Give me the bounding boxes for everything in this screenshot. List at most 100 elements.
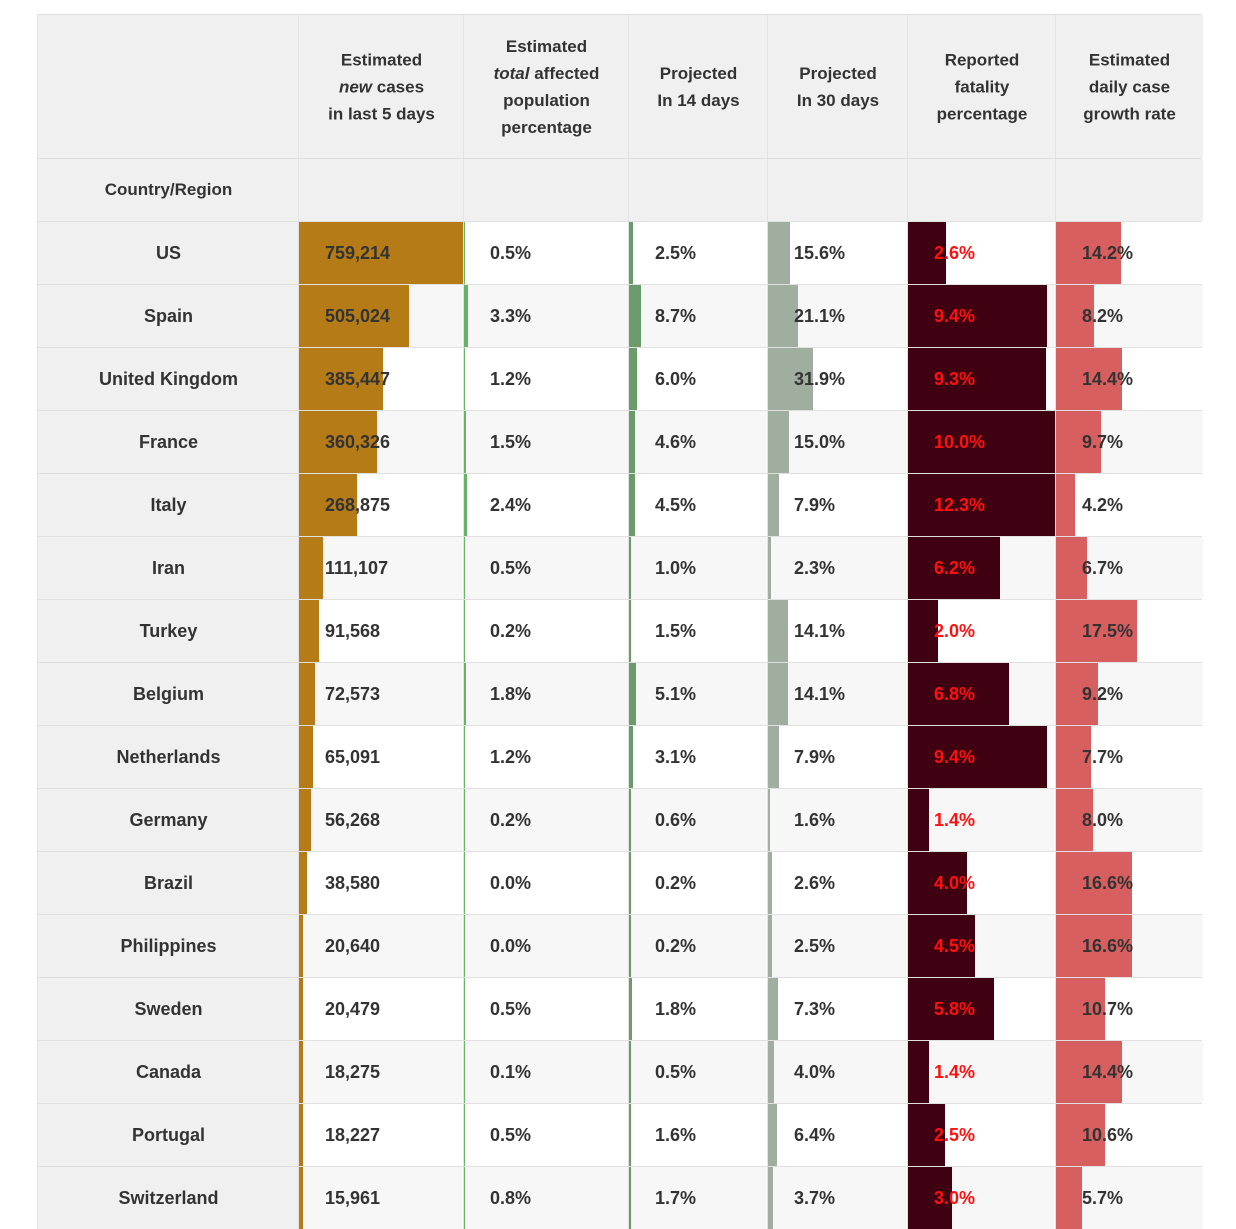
country-label: Canada bbox=[135, 1061, 202, 1082]
country-label: Iran bbox=[151, 557, 185, 578]
growth-bar bbox=[1056, 285, 1094, 347]
fatality-bar bbox=[908, 1167, 953, 1229]
country-label: Turkey bbox=[139, 620, 198, 641]
fatality-cell: 12.3% bbox=[907, 474, 1056, 536]
projected-30-cell: 14.1% bbox=[767, 663, 908, 725]
country-cell: Switzerland bbox=[37, 1167, 299, 1229]
new_cases-bar bbox=[299, 789, 312, 851]
projected-14-cell: 1.0% bbox=[628, 537, 768, 599]
header-country[interactable]: Country/Region bbox=[37, 159, 299, 221]
header-projected-30[interactable]: Projected In 30 days bbox=[767, 15, 908, 158]
growth-rate-cell: 5.7% bbox=[1055, 1167, 1203, 1229]
total-bar bbox=[464, 1167, 465, 1229]
fatality-cell: 6.2% bbox=[907, 537, 1056, 599]
total-bar bbox=[464, 411, 466, 473]
fatality-bar bbox=[908, 285, 1048, 347]
projected-14-cell: 0.2% bbox=[628, 852, 768, 914]
header-projected-14[interactable]: Projected In 14 days bbox=[628, 15, 768, 158]
growth-value: 8.2% bbox=[1082, 305, 1124, 326]
country-cell: Spain bbox=[37, 285, 299, 347]
p30-value: 21.1% bbox=[794, 305, 846, 326]
total-bar bbox=[464, 285, 468, 347]
total-value: 0.5% bbox=[490, 242, 532, 263]
new_cases-value: 505,024 bbox=[325, 305, 391, 326]
new_cases-value: 15,961 bbox=[325, 1187, 381, 1208]
country-cell: Portugal bbox=[37, 1104, 299, 1166]
projected-14-cell: 5.1% bbox=[628, 663, 768, 725]
p14-value: 0.2% bbox=[655, 872, 697, 893]
fatality-cell: 9.3% bbox=[907, 348, 1056, 410]
new_cases-bar bbox=[299, 411, 378, 473]
new_cases-bar bbox=[299, 600, 319, 662]
new_cases-value: 268,875 bbox=[325, 494, 391, 515]
total-affected-cell: 1.8% bbox=[463, 663, 629, 725]
country-projections-table: Estimated new cases in last 5 days Estim… bbox=[37, 14, 1203, 1229]
projected-30-cell: 2.5% bbox=[767, 915, 908, 977]
total-affected-cell: 3.3% bbox=[463, 285, 629, 347]
total-value: 0.5% bbox=[490, 557, 532, 578]
projected-30-cell: 1.6% bbox=[767, 789, 908, 851]
total-affected-cell: 1.2% bbox=[463, 726, 629, 788]
new_cases-value: 20,640 bbox=[325, 935, 381, 956]
total-affected-cell: 0.5% bbox=[463, 1104, 629, 1166]
projected-14-cell: 0.2% bbox=[628, 915, 768, 977]
growth-value: 16.6% bbox=[1082, 935, 1134, 956]
country-cell: Philippines bbox=[37, 915, 299, 977]
country-label: Spain bbox=[143, 305, 193, 326]
table-row: France 360,326 1.5% 4.6% 15.0% 10.0% 9.7% bbox=[37, 410, 1203, 473]
new_cases-bar bbox=[299, 1104, 303, 1166]
total-bar bbox=[464, 852, 465, 914]
growth-rate-cell: 8.2% bbox=[1055, 285, 1203, 347]
p14-value: 4.5% bbox=[655, 494, 697, 515]
growth-bar bbox=[1056, 222, 1122, 284]
header-new-cases[interactable]: Estimated new cases in last 5 days bbox=[298, 15, 464, 158]
table-row: Sweden 20,479 0.5% 1.8% 7.3% 5.8% 10.7% bbox=[37, 977, 1203, 1040]
header-total-affected[interactable]: Estimated total affected population perc… bbox=[463, 15, 629, 158]
new-cases-cell: 268,875 bbox=[298, 474, 464, 536]
country-cell: Brazil bbox=[37, 852, 299, 914]
total-affected-cell: 0.0% bbox=[463, 852, 629, 914]
fatality-bar bbox=[908, 852, 968, 914]
projected-30-cell: 7.3% bbox=[767, 978, 908, 1040]
country-label: France bbox=[138, 431, 199, 452]
p30-value: 7.3% bbox=[794, 998, 836, 1019]
p30-value: 31.9% bbox=[794, 368, 846, 389]
total-affected-cell: 0.5% bbox=[463, 978, 629, 1040]
new_cases-value: 91,568 bbox=[325, 620, 381, 641]
projected-30-cell: 2.6% bbox=[767, 852, 908, 914]
fatality-cell: 2.6% bbox=[907, 222, 1056, 284]
fatality-cell: 9.4% bbox=[907, 285, 1056, 347]
projected-30-cell: 15.0% bbox=[767, 411, 908, 473]
p30-bar bbox=[768, 852, 772, 914]
table-row: Belgium 72,573 1.8% 5.1% 14.1% 6.8% 9.2% bbox=[37, 662, 1203, 725]
total-bar bbox=[464, 978, 465, 1040]
country-cell: Canada bbox=[37, 1041, 299, 1103]
growth-bar bbox=[1056, 474, 1076, 536]
table-row: United Kingdom 385,447 1.2% 6.0% 31.9% 9.3% 14… bbox=[37, 347, 1203, 410]
growth-rate-cell: 8.0% bbox=[1055, 789, 1203, 851]
fatality-bar bbox=[908, 915, 975, 977]
growth-value: 14.4% bbox=[1082, 368, 1134, 389]
new_cases-value: 18,275 bbox=[325, 1061, 381, 1082]
total-value: 3.3% bbox=[490, 305, 532, 326]
new-cases-cell: 15,961 bbox=[298, 1167, 464, 1229]
fatality-value: 12.3% bbox=[934, 494, 986, 515]
fatality-bar bbox=[908, 726, 1048, 788]
p30-value: 1.6% bbox=[794, 809, 836, 830]
p14-bar bbox=[629, 663, 637, 725]
fatality-value: 9.3% bbox=[934, 368, 976, 389]
fatality-cell: 1.4% bbox=[907, 1041, 1056, 1103]
total-affected-cell: 0.2% bbox=[463, 789, 629, 851]
new_cases-bar bbox=[299, 285, 409, 347]
growth-bar bbox=[1056, 852, 1133, 914]
header-growth-rate[interactable]: Estimated daily case growth rate bbox=[1055, 15, 1203, 158]
total-bar bbox=[464, 1041, 465, 1103]
new-cases-cell: 111,107 bbox=[298, 537, 464, 599]
total-value: 1.8% bbox=[490, 683, 532, 704]
new_cases-bar bbox=[299, 222, 464, 284]
total-bar bbox=[464, 474, 467, 536]
growth-value: 9.7% bbox=[1082, 431, 1124, 452]
new_cases-value: 360,326 bbox=[325, 431, 391, 452]
total-bar bbox=[464, 348, 466, 410]
header-fatality[interactable]: Reported fatality percentage bbox=[907, 15, 1056, 158]
